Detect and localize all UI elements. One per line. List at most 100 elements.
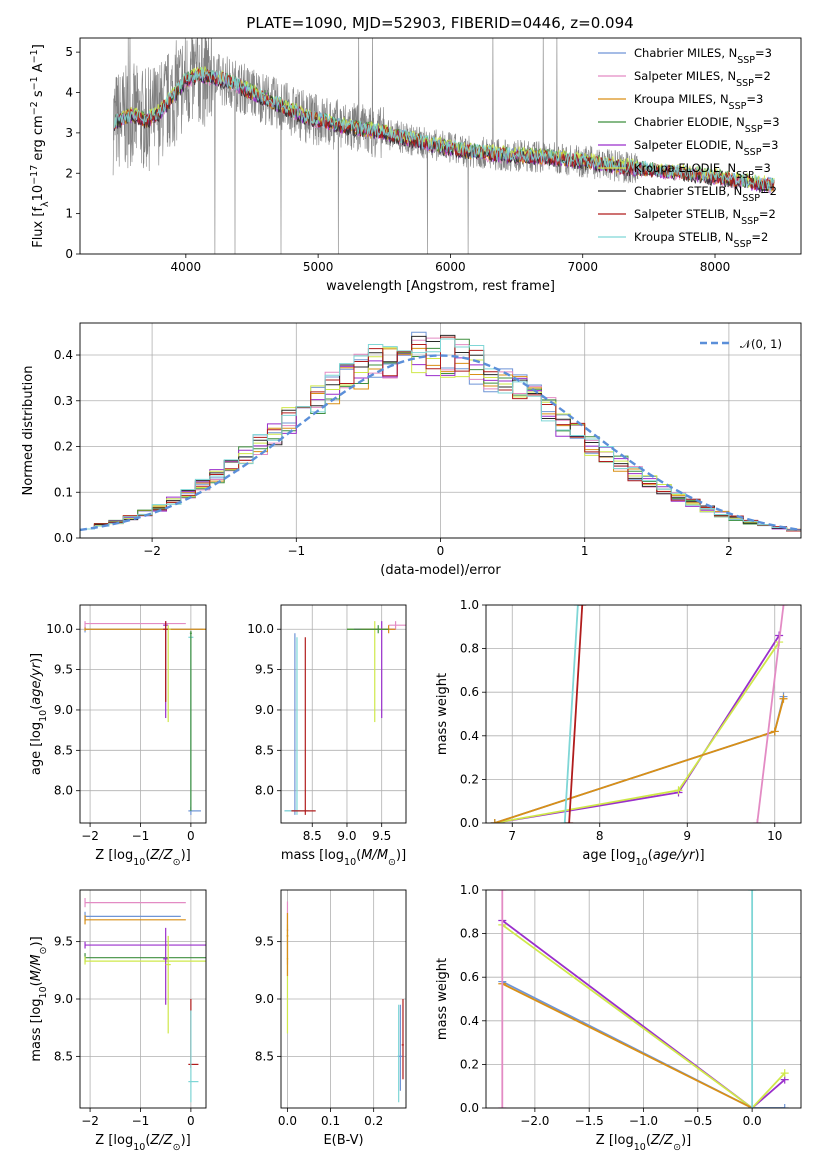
label-part: 10	[31, 185, 46, 202]
label-part: mass weight	[435, 673, 450, 755]
weight-z-line-0	[501, 919, 786, 1108]
weight-age-marker-4-1	[573, 605, 582, 609]
label-part: −1	[29, 49, 40, 63]
label-part: SSP	[737, 55, 755, 66]
label-part: Salpeter STELIB, N	[634, 207, 741, 221]
x-tick-label: 2	[725, 544, 733, 558]
label-part: Chabrier ELODIE, N	[634, 115, 745, 129]
weight-age-line-2	[494, 696, 785, 823]
y-axis-label: Normed distribution	[21, 366, 36, 496]
axes-age-vs-Z: −2 −1 08.08.59.09.510.0Z [log10(Z/Z⊙)]age …	[29, 604, 207, 868]
x-axis-label: wavelength [Angstrom, rest frame]	[326, 279, 555, 294]
label-part: Normed distribution	[21, 366, 36, 496]
plot-area-weight-vs-age	[490, 605, 788, 823]
axes-weight-vs-Z: −2.0 −1.5 −1.0 −0.5 0.0 0.0 0.2 0.4 0.6 0.8 1.0 Z […	[435, 883, 802, 1153]
x-tick-label: 7000	[567, 260, 598, 274]
y-tick-label: 9.5	[54, 663, 73, 677]
x-tick-label: −1.5	[575, 1114, 604, 1128]
y-tick-label: 1.0	[460, 598, 479, 612]
label-part: 10	[636, 857, 648, 868]
normal-curve	[80, 354, 801, 532]
weight-z-line-2	[501, 980, 785, 1108]
x-axis-label: (data-model)/error	[380, 563, 501, 578]
label-part: 10	[133, 857, 145, 868]
y-tick-label: 0.2	[460, 772, 479, 786]
legend-entry-1: Salpeter MILES, NSSP=2	[634, 69, 771, 89]
y-tick-label: 9.0	[255, 992, 274, 1006]
x-axis-label: E(B-V)	[323, 1133, 363, 1148]
weight-age-marker-1-1	[674, 786, 683, 795]
label-part: Flux [f	[31, 207, 46, 248]
label-part: SSP	[744, 147, 762, 158]
label-part: ⊙	[173, 1142, 181, 1153]
label-part: SSP	[736, 170, 754, 181]
legend-normal-label: 𝒩(0, 1)	[740, 337, 782, 351]
model-spectrum-7	[114, 68, 775, 192]
y-tick-label: 8.5	[54, 1049, 73, 1063]
weight-age-marker-6-0	[753, 819, 762, 823]
label-part: Chabrier STELIB, N	[634, 184, 742, 198]
label-part: =3	[763, 115, 780, 129]
label-part: Z/Z	[149, 1133, 173, 1148]
y-tick-label: 9.0	[54, 992, 73, 1006]
label-part: =3	[755, 46, 772, 60]
label-part: Salpeter ELODIE, N	[634, 138, 744, 152]
weight-age-line-0	[494, 635, 780, 823]
x-tick-label: 5000	[303, 260, 334, 274]
label-part: ]	[31, 44, 46, 49]
label-part: (	[145, 848, 150, 863]
label-part: 10	[38, 710, 49, 722]
y-tick-label: 0.2	[54, 440, 73, 454]
plot-area-spectrum	[112, 38, 775, 254]
y-axis-label: mass weight	[435, 958, 450, 1040]
label-part: )]	[694, 848, 704, 863]
x-axis-label: mass [log10(M/M⊙)]	[281, 848, 406, 868]
label-part: (	[29, 705, 44, 710]
label-part: λ	[40, 201, 51, 207]
label-part: age [log	[29, 722, 44, 775]
label-part: SSP	[736, 78, 754, 89]
legend-entry-7: Salpeter STELIB, NSSP=2	[634, 207, 776, 227]
x-tick-label: −2	[81, 1114, 99, 1128]
y-tick-label: 8.5	[54, 743, 73, 757]
y-tick-label: 0.3	[54, 394, 73, 408]
x-tick-label: −0.5	[683, 1114, 712, 1128]
label-part: Kroupa STELIB, N	[634, 230, 734, 244]
label-part: ⊙	[388, 857, 396, 868]
label-part: −1	[29, 76, 40, 90]
y-tick-label: 0.2	[460, 1057, 479, 1071]
x-tick-label: 0	[187, 1114, 195, 1128]
legend-entry-4: Salpeter ELODIE, NSSP=3	[634, 138, 778, 158]
x-tick-label: 8	[596, 829, 604, 843]
label-part: Z/Z	[149, 848, 173, 863]
x-tick-label: 9	[683, 829, 691, 843]
label-part: age/yr	[29, 661, 44, 704]
y-axis-label: mass weight	[435, 673, 450, 755]
label-part: Kroupa ELODIE, N	[634, 161, 736, 175]
legend-entry-0: Chabrier MILES, NSSP=3	[634, 46, 772, 66]
label-part: ⊙	[38, 947, 49, 955]
x-tick-label: 4000	[171, 260, 202, 274]
weight-age-line-1	[494, 641, 780, 823]
y-tick-label: 0.0	[460, 1101, 479, 1115]
label-part: −2	[29, 101, 40, 115]
x-tick-label: 9.0	[337, 829, 356, 843]
label-part: age [log	[582, 848, 635, 863]
y-axis-label: Flux [fλ10−17 erg cm−2 s−1 A−1]	[29, 44, 51, 248]
axes-residuals: −2 −1 0 1 2 0.0 0.1 0.2 0.3 0.4 (data-model)/error…	[21, 322, 802, 578]
legend-entry-3: Chabrier ELODIE, NSSP=3	[634, 115, 780, 135]
histogram-8	[80, 338, 801, 538]
y-tick-label: 9.5	[54, 935, 73, 949]
y-tick-label: 9.0	[54, 703, 73, 717]
y-tick-label: 1.0	[460, 883, 479, 897]
x-tick-label: 0.1	[321, 1114, 340, 1128]
x-axis-label: Z [log10(Z/Z⊙)]	[95, 848, 190, 868]
x-tick-label: 0.2	[364, 1114, 383, 1128]
x-tick-label: 0	[187, 829, 195, 843]
x-tick-label: 1	[581, 544, 589, 558]
label-part: (	[646, 1133, 651, 1148]
label-part: ⊙	[673, 1142, 681, 1153]
y-tick-label: 3	[65, 126, 73, 140]
weight-age-marker-3-2	[779, 694, 788, 703]
